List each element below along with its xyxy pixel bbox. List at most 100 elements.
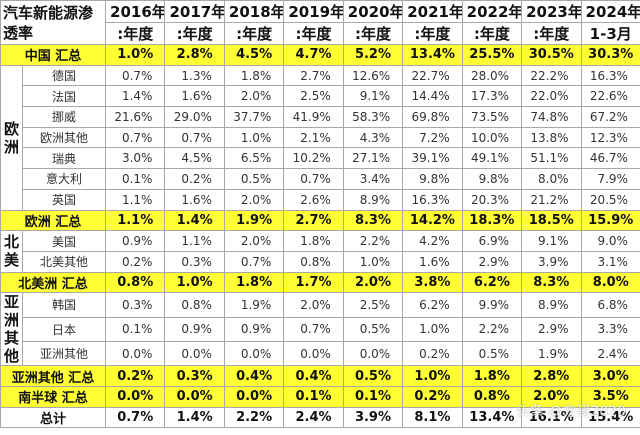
data-row: 英国 1.1% 1.6% 2.0% 2.6% 8.9% 16.3% 20.3% 21.2% 20.… — [1, 188, 640, 211]
cell-value: 7.9% — [580, 168, 640, 190]
cell-value: 2.5% — [342, 292, 404, 318]
cell-value: 9.1% — [342, 85, 404, 108]
country-label: 意大利 — [21, 168, 107, 190]
cell-value: 1.3% — [164, 64, 225, 87]
cell-value: 16.1% — [521, 406, 582, 429]
cell-value: 0.5% — [342, 365, 404, 387]
data-row: 挪威 21.6% 29.0% 37.7% 41.9% 58.3% 69.8% 73.5% 74.… — [1, 106, 640, 128]
cell-value: 0.2% — [402, 340, 463, 367]
cell-value: 1.4% — [105, 85, 166, 108]
cell-value: 0.5% — [223, 168, 285, 190]
row-label: 欧洲 汇总 — [0, 209, 107, 232]
data-row: 亚洲其他 韩国 0.3% 0.8% 1.9% 2.0% 2.5% 6.2% 9.9% 8.9% 6.… — [0, 292, 640, 367]
cell-value: 6.8% — [580, 292, 640, 318]
data-row: 欧洲其他 0.7% 0.7% 1.0% 2.1% 4.3% 7.2% 10.0% 13.8% 12… — [1, 126, 640, 149]
country-label: 北美其他 — [21, 250, 107, 273]
cell-value: 3.0% — [105, 147, 166, 170]
cell-value: 21.2% — [521, 188, 582, 211]
cell-value: 0.7% — [105, 406, 166, 429]
data-row: 日本 0.1% 0.9% 0.9% 0.7% 0.5% 1.0% 2.2% 2.9% 3.3% — [1, 316, 640, 342]
cell-value: 25.5% — [461, 44, 523, 66]
cell-value: 13.8% — [521, 126, 582, 149]
cell-value: 1.8% — [223, 64, 285, 87]
period-header: :年度 — [223, 22, 285, 45]
cell-value: 0.7% — [164, 126, 225, 149]
country-label: 瑞典 — [21, 147, 107, 170]
country-label: 法国 — [21, 85, 107, 108]
cell-value: 0.7% — [223, 250, 285, 273]
cell-value: 4.7% — [283, 44, 344, 66]
cell-value: 30.3% — [580, 44, 640, 66]
cell-value: 13.4% — [461, 406, 523, 429]
cell-value: 0.7% — [105, 126, 166, 149]
row-label: 亚洲其他 汇总 — [0, 365, 107, 387]
cell-value: 22.7% — [402, 64, 463, 87]
cell-value: 0.8% — [105, 271, 166, 294]
cell-value: 0.3% — [105, 292, 166, 318]
country-label: 欧洲其他 — [21, 126, 107, 149]
cell-value: 1.6% — [402, 250, 463, 273]
cell-value: 58.3% — [342, 106, 404, 128]
cell-value: 2.9% — [521, 316, 582, 342]
cell-value: 16.3% — [580, 64, 640, 87]
cell-value: 1.0% — [223, 126, 285, 149]
cell-value: 67.2% — [580, 106, 640, 128]
cell-value: 8.9% — [342, 188, 404, 211]
cell-value: 27.1% — [342, 147, 404, 170]
region-label: 欧洲 — [0, 64, 23, 211]
summary-row: 中国 汇总 1.0% 2.8% 4.5% 4.7% 5.2% 13.4% 25.5% 30.5%… — [0, 44, 640, 66]
cell-value: 0.1% — [283, 385, 344, 408]
watermark: 头条 @方哥2020 — [515, 404, 626, 420]
year-header: 2019年 — [283, 0, 344, 23]
period-header: :年度 — [105, 22, 166, 45]
cell-value: 0.8% — [461, 385, 523, 408]
cell-value: 0.9% — [223, 316, 285, 342]
cell-value: 0.0% — [223, 385, 285, 408]
country-label: 挪威 — [21, 106, 107, 128]
cell-value: 51.1% — [521, 147, 582, 170]
cell-value: 0.0% — [164, 385, 225, 408]
cell-value: 1.8% — [223, 271, 285, 294]
cell-value: 15.9% — [580, 209, 640, 232]
cell-value: 2.9% — [461, 250, 523, 273]
cell-value: 2.2% — [342, 230, 404, 252]
cell-value: 69.8% — [402, 106, 463, 128]
cell-value: 0.3% — [164, 250, 225, 273]
cell-value: 8.9% — [521, 292, 582, 318]
cell-value: 0.5% — [342, 316, 404, 342]
period-header: :年度 — [461, 22, 523, 45]
cell-value: 3.4% — [342, 168, 404, 190]
cell-value: 18.3% — [461, 209, 523, 232]
cell-value: 2.8% — [521, 365, 582, 387]
cell-value: 1.8% — [461, 365, 523, 387]
cell-value: 2.0% — [223, 188, 285, 211]
row-label: 北美洲 汇总 — [0, 271, 107, 294]
cell-value: 2.0% — [342, 271, 404, 294]
cell-value: 1.9% — [521, 340, 582, 367]
data-row: 意大利 0.1% 0.2% 0.5% 0.7% 3.4% 9.8% 9.8% 8.0% 7.9% — [1, 168, 640, 190]
cell-value: 1.0% — [164, 271, 225, 294]
cell-value: 0.0% — [283, 340, 344, 367]
cell-value: 9.1% — [521, 230, 582, 252]
cell-value: 0.9% — [105, 230, 166, 252]
table-title: 汽车新能源渗透率 — [0, 0, 107, 45]
cell-value: 28.0% — [461, 64, 523, 87]
cell-value: 9.0% — [580, 230, 640, 252]
country-label: 日本 — [21, 316, 107, 342]
cell-value: 0.8% — [164, 292, 225, 318]
cell-value: 0.5% — [461, 340, 523, 367]
cell-value: 5.2% — [342, 44, 404, 66]
cell-value: 1.0% — [402, 316, 463, 342]
cell-value: 18.5% — [521, 209, 582, 232]
year-header: 2024年 — [580, 0, 640, 23]
data-row: 法国 1.4% 1.6% 2.0% 2.5% 9.1% 14.4% 17.3% 22.0% 22.… — [1, 85, 640, 108]
period-header: :年度 — [283, 22, 344, 45]
cell-value: 2.0% — [223, 230, 285, 252]
cell-value: 20.5% — [580, 188, 640, 211]
cell-value: 2.8% — [164, 44, 225, 66]
cell-value: 3.0% — [580, 365, 640, 387]
row-label: 总计 — [0, 406, 107, 429]
cell-value: 1.6% — [164, 85, 225, 108]
region-label: 北美 — [0, 230, 23, 273]
